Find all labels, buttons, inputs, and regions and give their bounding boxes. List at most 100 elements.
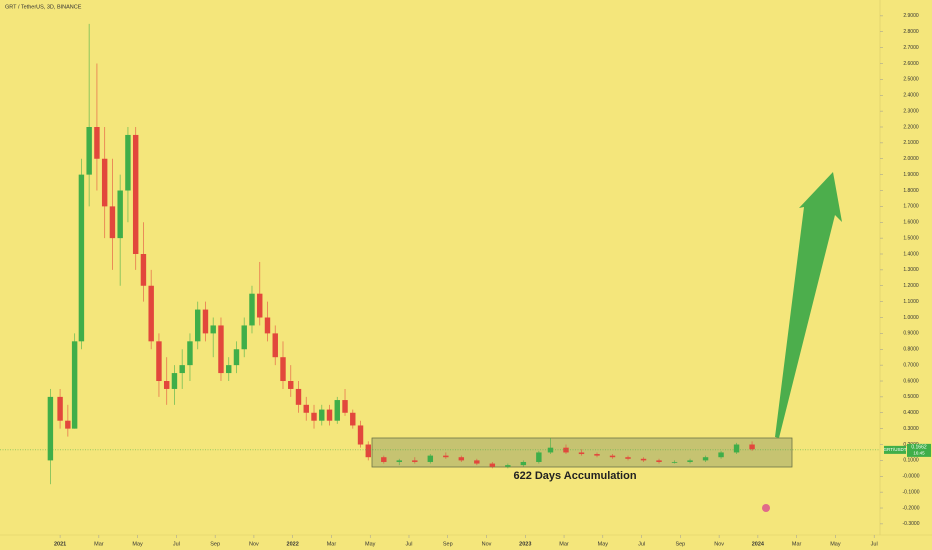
x-tick-label: Nov	[482, 541, 492, 547]
y-tick-label: -0.1000	[903, 489, 920, 495]
candle-body	[640, 458, 647, 461]
y-tick-label: 0.7000	[903, 362, 919, 368]
candle-body	[194, 309, 201, 342]
candle-body	[47, 396, 54, 461]
candle-body	[148, 285, 154, 342]
candle-body	[163, 381, 170, 389]
candle-body	[226, 365, 232, 374]
candle-body	[210, 325, 216, 334]
y-tick-label: 0.1000	[903, 458, 919, 464]
candle-body	[458, 457, 465, 461]
x-tick-label: May	[598, 541, 609, 547]
candle-body	[78, 174, 85, 342]
countdown-label: 16:45	[913, 451, 925, 456]
chart-title: GRT / TetherUS, 3D, BINANCE	[5, 4, 82, 10]
annotation: 622 Days Accumulation	[513, 470, 636, 482]
y-tick-label: 2.7000	[903, 45, 919, 51]
candle-body	[334, 400, 340, 421]
y-tick-label: -0.2000	[903, 505, 920, 511]
x-tick-label: 2024	[752, 541, 765, 547]
y-tick-label: 1.7000	[903, 204, 919, 210]
candle-body	[687, 460, 693, 462]
y-tick-label: 0.9000	[903, 331, 919, 337]
candle-body	[249, 293, 255, 326]
candle-body	[264, 317, 271, 334]
candle-body	[94, 127, 100, 159]
x-tick-label: Mar	[559, 541, 569, 547]
candle-body	[241, 325, 247, 350]
x-tick-label: May	[365, 541, 376, 547]
x-tick-label: Jul	[405, 541, 412, 547]
candles	[47, 23, 755, 485]
y-tick-label: -0.3000	[903, 521, 920, 527]
y-tick-label: 2.2000	[903, 124, 919, 130]
y-tick-label: 2.1000	[903, 140, 919, 146]
y-tick-label: 1.2000	[903, 283, 919, 289]
candle-body	[489, 463, 496, 467]
y-tick-label: 0.6000	[903, 378, 919, 384]
x-tick-label: Mar	[327, 541, 337, 547]
candle-body	[86, 127, 92, 175]
candle-body	[505, 465, 511, 467]
candle-body	[718, 452, 724, 458]
candle-body	[187, 341, 193, 366]
y-tick-label: 1.3000	[903, 267, 919, 273]
candle-body	[125, 134, 131, 191]
candle-body	[71, 341, 78, 429]
candle-body	[625, 457, 631, 459]
symbol-tag	[884, 445, 906, 454]
y-tick-label: 0.5000	[903, 394, 919, 400]
candle-body	[474, 460, 480, 464]
candle-body	[365, 444, 371, 458]
x-tick-label: 2022	[287, 541, 299, 547]
y-tick-label: 2.0000	[903, 156, 919, 162]
candle-body	[350, 412, 356, 426]
candle-body	[671, 461, 678, 463]
candle-body	[288, 381, 294, 389]
y-tick-label: 1.0000	[903, 315, 919, 321]
y-tick-label: 2.8000	[903, 29, 919, 35]
y-tick-label: 1.4000	[903, 251, 919, 257]
candle-body	[311, 412, 317, 421]
arrow	[775, 172, 842, 438]
candle-body	[319, 409, 325, 421]
x-tick-label: 2023	[519, 541, 531, 547]
candle-body	[272, 333, 278, 358]
candle-body	[381, 457, 387, 462]
x-tick-label: May	[132, 541, 143, 547]
y-tick-label: 1.1000	[903, 299, 919, 305]
x-tick-label: Mar	[792, 541, 802, 547]
candle-body	[57, 396, 63, 421]
candle-body	[132, 134, 139, 255]
y-tick-label: -0.0000	[903, 474, 920, 480]
x-tick-label: Jul	[871, 541, 878, 547]
x-tick-label: 2021	[54, 541, 66, 547]
price-label: 0.1662	[911, 445, 927, 451]
y-tick-label: 2.4000	[903, 93, 919, 99]
y-tick-label: 1.8000	[903, 188, 919, 194]
y-tick-label: 1.5000	[903, 235, 919, 241]
candle-body	[202, 309, 209, 334]
candle-body	[656, 460, 662, 462]
candle-body	[257, 293, 263, 318]
candle-body	[218, 325, 224, 374]
y-tick-label: 2.5000	[903, 77, 919, 83]
x-tick-label: Nov	[249, 541, 259, 547]
price-tag	[907, 443, 931, 457]
candle-body	[179, 365, 185, 374]
candle-body	[295, 388, 302, 405]
candle-body	[536, 452, 542, 462]
candle-body	[156, 341, 162, 382]
y-tick-label: 1.6000	[903, 220, 919, 226]
candle-body	[65, 420, 71, 429]
candle-body	[702, 457, 709, 461]
candle-body	[520, 461, 527, 466]
y-tick-label: 2.9000	[903, 13, 919, 19]
y-tick-label: 0.8000	[903, 347, 919, 353]
x-tick-label: Sep	[443, 541, 453, 547]
y-tick-label: 1.9000	[903, 172, 919, 178]
event-icon	[762, 504, 770, 512]
y-tick-label: 2.6000	[903, 61, 919, 67]
candle-body	[303, 404, 309, 413]
